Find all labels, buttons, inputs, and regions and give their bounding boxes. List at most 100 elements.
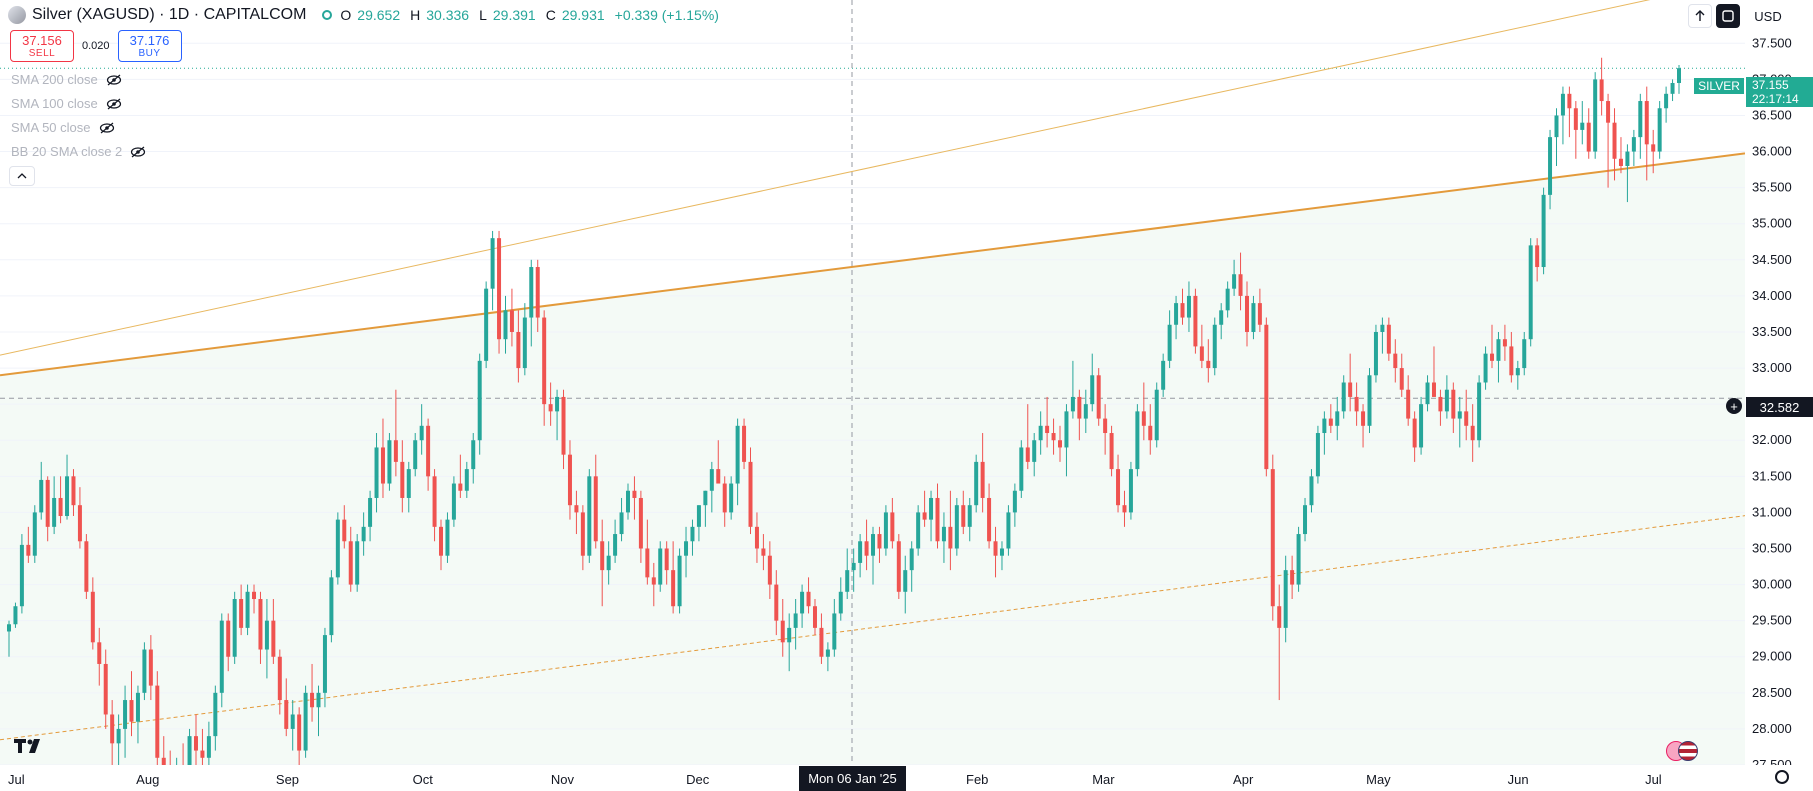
candle [380, 418, 385, 498]
time-axis[interactable]: Jul Aug Sep Oct Nov Dec Feb Mar Apr May Jun Jul [0, 765, 1813, 791]
candle-body [1373, 331, 1378, 376]
indicator-sma200[interactable]: SMA 200 close [11, 72, 122, 87]
candle-body [1315, 433, 1320, 477]
candle [245, 584, 250, 636]
candle-body [999, 548, 1004, 556]
candle [716, 440, 721, 484]
candle-body [110, 714, 115, 744]
candle [600, 519, 605, 607]
price-tick-label: 34.000 [1752, 288, 1792, 303]
market-status-icon[interactable] [322, 10, 333, 20]
candle-body [548, 404, 553, 412]
candle-body [297, 714, 302, 751]
ohlc-low-value: 29.391 [492, 7, 536, 23]
candle-body [1483, 353, 1488, 383]
gear-icon[interactable] [1775, 770, 1789, 784]
candle [1431, 346, 1436, 397]
candle [1090, 353, 1095, 412]
candle [1025, 404, 1030, 470]
candle [1451, 382, 1456, 434]
candle [1122, 490, 1127, 527]
candle [1083, 389, 1088, 434]
candle [1361, 404, 1366, 448]
indicator-bb20[interactable]: BB 20 SMA close 2 [11, 144, 146, 159]
candle [284, 678, 289, 737]
candle-body [497, 238, 502, 340]
collapse-indicators-button[interactable] [9, 166, 35, 186]
candle [393, 389, 398, 477]
tradingview-logo-icon[interactable] [14, 735, 46, 761]
fullscreen-button[interactable] [1716, 4, 1740, 28]
candle [32, 505, 37, 563]
events-flag-icon[interactable] [1666, 741, 1700, 761]
candle-body [413, 440, 418, 470]
candle-body [722, 483, 727, 513]
eye-hidden-icon[interactable] [99, 122, 115, 134]
candle [890, 497, 895, 549]
candle [58, 476, 63, 524]
candle-body [1386, 324, 1391, 354]
candle-body [342, 519, 347, 542]
candle [974, 454, 979, 513]
eye-hidden-icon[interactable] [106, 98, 122, 110]
candle-body [961, 505, 966, 527]
candle-body [1154, 389, 1159, 441]
candle [587, 469, 592, 563]
sell-button[interactable]: 37.156 SELL [10, 30, 74, 62]
arrow-up-button[interactable] [1688, 4, 1712, 28]
candle-body [1122, 505, 1127, 513]
price-axis[interactable]: 27.50028.00028.50029.00029.50030.00030.5… [1745, 0, 1813, 791]
candle-body [245, 591, 250, 628]
candle-body [97, 642, 102, 664]
indicator-sma100[interactable]: SMA 100 close [11, 96, 122, 111]
currency-selector[interactable]: USD [1744, 4, 1792, 28]
candle-body [426, 425, 431, 477]
candle-body [393, 440, 398, 462]
candle [1490, 324, 1495, 369]
candle [703, 490, 708, 527]
plus-icon[interactable]: + [1726, 398, 1742, 414]
candle-body [1644, 101, 1649, 145]
candle-body [116, 728, 121, 744]
eye-hidden-icon[interactable] [130, 146, 146, 158]
candle-body [619, 512, 624, 535]
candle-body [206, 736, 211, 758]
price-tick-label: 35.000 [1752, 216, 1792, 231]
candle [1354, 382, 1359, 426]
trendlines[interactable] [0, 0, 1746, 741]
candle [1496, 331, 1501, 383]
candle-body [1560, 93, 1565, 116]
candle-body [703, 490, 708, 506]
indicator-sma50[interactable]: SMA 50 close [11, 120, 115, 135]
symbol-header: Silver (XAGUSD) · 1D · CAPITALCOM O 29.65… [8, 4, 723, 26]
candle-body [129, 700, 134, 722]
candle [1077, 389, 1082, 441]
trade-panel: 37.156 SELL 0.020 37.176 BUY [10, 30, 182, 62]
candle [271, 599, 276, 664]
price-tick-label: 36.500 [1752, 107, 1792, 122]
trendline-upper [0, 0, 1651, 356]
candle-body [1277, 606, 1282, 628]
ohlc-close-label: C [545, 7, 556, 23]
candle [561, 389, 566, 470]
candle [1464, 389, 1469, 441]
candle [1657, 101, 1662, 159]
candle [419, 404, 424, 455]
buy-button[interactable]: 37.176 BUY [117, 30, 182, 62]
candle [26, 526, 31, 563]
candle [638, 490, 643, 563]
candle-body [716, 469, 721, 484]
candle-body [277, 656, 282, 701]
candle [1251, 295, 1256, 340]
symbol-price-tag: SILVER [1694, 78, 1744, 94]
eye-hidden-icon[interactable] [106, 74, 122, 86]
candle [1515, 360, 1520, 390]
time-tick-label: May [1366, 772, 1391, 787]
price-tick-label: 29.000 [1752, 649, 1792, 664]
candle-body [1451, 389, 1456, 419]
candle-body [1670, 82, 1675, 94]
candle-body [45, 479, 50, 527]
candle-body [1012, 490, 1017, 513]
symbol-title[interactable]: Silver (XAGUSD) · 1D · CAPITALCOM [32, 6, 307, 23]
